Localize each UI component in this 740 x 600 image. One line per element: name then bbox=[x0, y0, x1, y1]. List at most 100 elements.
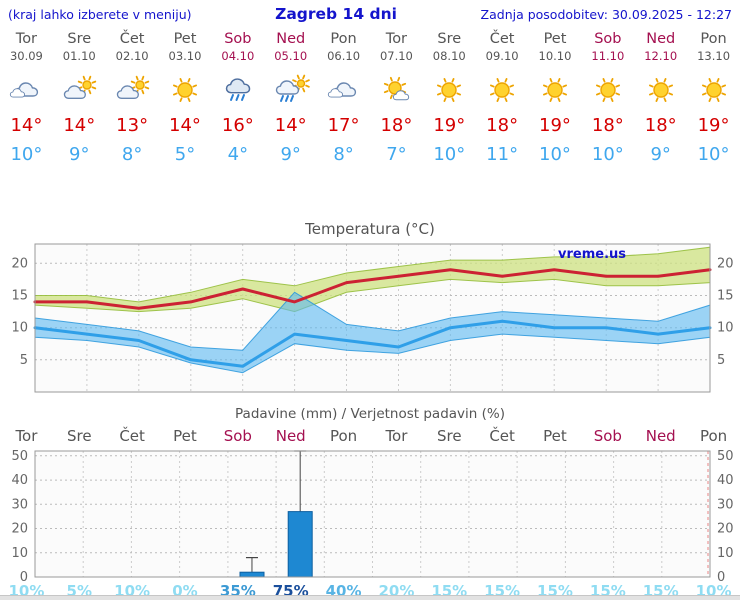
day-cell-10.10[interactable]: Pet 10.10 19° 10° bbox=[529, 31, 582, 166]
day-date: 30.09 bbox=[9, 49, 43, 63]
svg-text:30: 30 bbox=[717, 497, 734, 512]
day-cell-09.10[interactable]: Čet 09.10 18° 11° bbox=[476, 31, 529, 166]
svg-text:15: 15 bbox=[11, 289, 28, 304]
svg-text:50: 50 bbox=[717, 449, 734, 464]
svg-text:20: 20 bbox=[11, 256, 28, 271]
day-date: 04.10 bbox=[221, 49, 255, 63]
day-cell-07.10[interactable]: Tor 07.10 18° 7° bbox=[370, 31, 423, 166]
precipitation-chart-title: Padavine (mm) / Verjetnost padavin (%) bbox=[235, 406, 505, 422]
svg-text:10: 10 bbox=[717, 546, 734, 561]
precip-probability: 20% bbox=[378, 582, 415, 600]
day-name: Sre bbox=[67, 31, 92, 47]
precip-probability: 35% bbox=[219, 582, 256, 600]
day-name: Tor bbox=[385, 31, 408, 47]
day-min-temp: 9° bbox=[69, 144, 90, 165]
day-max-temp: 18° bbox=[380, 115, 413, 136]
temperature-chart: 5 5 10 10 15 15 20 20 vreme.us bbox=[0, 240, 740, 398]
precip-day-label: Tor bbox=[15, 427, 38, 445]
precip-day-label: Pon bbox=[699, 427, 728, 445]
day-cell-01.10[interactable]: Sre 01.10 14° 9° bbox=[53, 31, 106, 166]
mostly-sunny-icon bbox=[370, 76, 423, 106]
day-date: 09.10 bbox=[485, 49, 519, 63]
day-cell-04.10[interactable]: Sob 04.10 16° 4° bbox=[211, 31, 264, 166]
precip-probability: 15% bbox=[431, 582, 468, 600]
svg-text:5: 5 bbox=[717, 353, 725, 368]
precip-probability: 5% bbox=[66, 582, 92, 600]
day-min-temp: 10° bbox=[591, 144, 624, 165]
sunny-icon bbox=[687, 76, 740, 106]
precipitation-chart: 0 0 10 10 20 20 30 30 40 40 50 50 bbox=[0, 447, 740, 583]
bottom-scrollbar-track[interactable] bbox=[0, 595, 740, 600]
sunny-icon bbox=[529, 76, 582, 106]
day-name: Sob bbox=[594, 31, 622, 47]
temperature-chart-title: Temperatura (°C) bbox=[305, 220, 435, 238]
day-max-temp: 18° bbox=[486, 115, 519, 136]
svg-text:10: 10 bbox=[717, 321, 734, 336]
precip-probability: 10% bbox=[695, 582, 732, 600]
watermark: vreme.us bbox=[558, 247, 626, 262]
day-min-temp: 4° bbox=[227, 144, 249, 165]
sunny-icon bbox=[581, 76, 634, 106]
day-cell-05.10[interactable]: Ned 05.10 14° 9° bbox=[264, 31, 317, 166]
day-name: Čet bbox=[489, 31, 515, 47]
day-date: 05.10 bbox=[274, 49, 308, 63]
day-cell-30.09[interactable]: Tor 30.09 14° 10° bbox=[0, 31, 53, 166]
day-name: Pet bbox=[543, 31, 567, 47]
partly-cloudy-icon bbox=[53, 75, 106, 106]
svg-text:10: 10 bbox=[11, 321, 28, 336]
day-max-temp: 16° bbox=[221, 115, 254, 136]
partly-cloudy-icon bbox=[106, 75, 159, 106]
day-max-temp: 19° bbox=[433, 115, 466, 136]
day-min-temp: 11° bbox=[486, 144, 519, 165]
svg-text:40: 40 bbox=[11, 473, 28, 488]
svg-text:10: 10 bbox=[11, 546, 28, 561]
location-menu-hint: (kraj lahko izberete v meniju) bbox=[8, 7, 192, 22]
day-date: 11.10 bbox=[591, 49, 625, 63]
day-name: Pet bbox=[173, 31, 197, 47]
precip-day-label: Sob bbox=[223, 427, 252, 445]
day-date: 07.10 bbox=[379, 49, 413, 63]
day-min-temp: 9° bbox=[280, 144, 301, 165]
day-date: 12.10 bbox=[644, 49, 678, 63]
day-cell-11.10[interactable]: Sob 11.10 18° 10° bbox=[581, 31, 634, 166]
day-min-temp: 7° bbox=[386, 144, 407, 165]
precip-probability: 10% bbox=[114, 582, 151, 600]
day-min-temp: 10° bbox=[539, 144, 571, 165]
precip-day-label: Ned bbox=[645, 427, 676, 445]
day-min-temp: 10° bbox=[433, 144, 466, 165]
day-min-temp: 8° bbox=[333, 144, 354, 165]
day-date: 03.10 bbox=[168, 49, 202, 63]
day-min-temp: 10° bbox=[697, 144, 730, 165]
day-cell-03.10[interactable]: Pet 03.10 14° 5° bbox=[159, 31, 212, 166]
precip-day-label: Čet bbox=[489, 427, 515, 445]
day-cell-02.10[interactable]: Čet 02.10 13° 8° bbox=[106, 31, 159, 166]
day-cell-13.10[interactable]: Pon 13.10 19° 10° bbox=[687, 31, 740, 166]
day-date: 08.10 bbox=[432, 49, 466, 63]
rain-icon bbox=[211, 76, 264, 106]
day-max-temp: 17° bbox=[327, 115, 360, 136]
day-max-temp: 19° bbox=[697, 115, 730, 136]
page-title: Zagreb 14 dni bbox=[275, 5, 397, 23]
sunny-icon bbox=[476, 76, 529, 106]
day-max-temp: 13° bbox=[116, 115, 149, 136]
day-cell-06.10[interactable]: Pon 06.10 17° 8° bbox=[317, 31, 370, 166]
day-max-temp: 14° bbox=[274, 115, 307, 136]
forecast-days-strip: Tor 30.09 14° 10° Sre 01.10 14° 9° Čet 02.10 13° 8°… bbox=[0, 31, 740, 166]
svg-text:0: 0 bbox=[20, 570, 28, 583]
precip-probability: 75% bbox=[272, 582, 309, 600]
precip-probability: 10% bbox=[8, 582, 45, 600]
day-name: Ned bbox=[646, 31, 676, 47]
page-header: (kraj lahko izberete v meniju) Zagreb 14… bbox=[0, 0, 740, 23]
day-cell-08.10[interactable]: Sre 08.10 19° 10° bbox=[423, 31, 476, 166]
day-date: 06.10 bbox=[327, 49, 361, 63]
day-name: Sob bbox=[224, 31, 252, 47]
svg-text:20: 20 bbox=[717, 256, 734, 271]
day-date: 10.10 bbox=[538, 49, 572, 63]
day-min-temp: 9° bbox=[650, 144, 671, 165]
day-max-temp: 18° bbox=[644, 115, 677, 136]
day-max-temp: 14° bbox=[63, 115, 96, 136]
precip-probability: 15% bbox=[484, 582, 521, 600]
sunny-icon bbox=[159, 76, 212, 106]
svg-text:30: 30 bbox=[11, 497, 28, 512]
day-cell-12.10[interactable]: Ned 12.10 18° 9° bbox=[634, 31, 687, 166]
